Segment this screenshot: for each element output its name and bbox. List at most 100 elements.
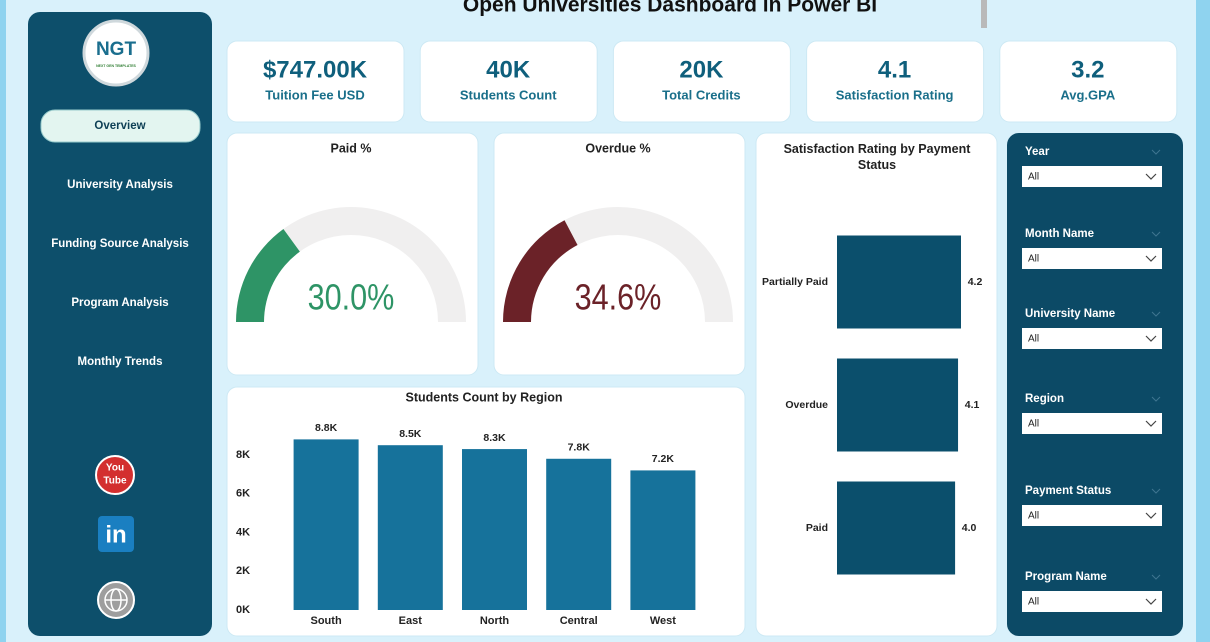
- bar-value-label: 7.2K: [652, 453, 675, 465]
- y-tick-label: Partially Paid: [762, 276, 828, 288]
- y-tick-label: 8K: [236, 449, 250, 461]
- filter-label: University Name: [1025, 308, 1115, 320]
- bar-value-label: 8.3K: [483, 432, 506, 444]
- filter-label: Region: [1025, 393, 1064, 405]
- bar: [837, 481, 956, 575]
- nav-item[interactable]: Funding Source Analysis: [51, 238, 189, 250]
- chart-title: Satisfaction Rating by Payment Status: [784, 142, 972, 172]
- youtube-text: Tube: [103, 476, 127, 487]
- filter-value: All: [1028, 419, 1039, 430]
- filter-clear-icon: [1151, 396, 1161, 402]
- nav-item[interactable]: University Analysis: [67, 179, 173, 191]
- gauge-value-arc: [236, 228, 300, 322]
- kpi-value: $747.00K: [263, 56, 368, 83]
- kpi-value: 40K: [486, 56, 531, 83]
- filter-label: Month Name: [1025, 228, 1094, 240]
- nav-active[interactable]: [40, 109, 201, 143]
- filter-dropdown[interactable]: [1022, 328, 1162, 349]
- chart-title: Paid %: [331, 141, 372, 155]
- kpi-label: Satisfaction Rating: [836, 87, 954, 102]
- kpi-card: [806, 40, 985, 123]
- dropdown-chevron: [1145, 598, 1157, 605]
- gauge-value-label: 34.6%: [575, 278, 662, 318]
- bar-value-label: 4.1: [965, 399, 980, 411]
- chart-title: Overdue %: [585, 141, 650, 155]
- youtube-icon[interactable]: [95, 455, 135, 495]
- title-divider: [981, 0, 987, 28]
- filter-dropdown[interactable]: [1022, 505, 1162, 526]
- kpi-label: Total Credits: [662, 87, 741, 102]
- bar: [837, 358, 959, 452]
- kpi-label: Tuition Fee USD: [265, 87, 364, 102]
- linkedin-icon[interactable]: [98, 516, 134, 552]
- y-tick-label: Paid: [806, 522, 828, 534]
- y-tick-label: Overdue: [785, 399, 828, 411]
- kpi-card: [226, 40, 405, 123]
- bar-value-label: 7.8K: [568, 442, 591, 454]
- filter-clear-icon: [1151, 311, 1161, 317]
- y-tick-label: 6K: [236, 488, 250, 500]
- bar-value-label: 8.8K: [315, 422, 338, 434]
- nav-item[interactable]: Monthly Trends: [78, 356, 163, 368]
- bar: [837, 235, 961, 329]
- filter-label: Payment Status: [1025, 485, 1111, 497]
- gauge-value-arc: [503, 220, 578, 322]
- x-tick-label: West: [650, 615, 676, 627]
- kpi-label: Avg.GPA: [1060, 87, 1116, 102]
- chart-title: Students Count by Region: [406, 390, 563, 404]
- filter-panel: [1007, 133, 1183, 636]
- x-tick-label: North: [480, 615, 510, 627]
- kpi-value: 3.2: [1071, 56, 1104, 83]
- nav-item[interactable]: Program Analysis: [71, 297, 168, 309]
- filter-dropdown[interactable]: [1022, 166, 1162, 187]
- dropdown-chevron: [1145, 173, 1157, 180]
- filter-value: All: [1028, 254, 1039, 265]
- bar-value-label: 4.0: [962, 522, 977, 534]
- y-tick-label: 4K: [236, 526, 250, 538]
- dropdown-chevron: [1145, 255, 1157, 262]
- y-tick-label: 0K: [236, 604, 250, 616]
- chart-card: [493, 132, 746, 376]
- logo-subtext: NEXT GEN TEMPLATES: [96, 64, 136, 68]
- filter-label: Year: [1025, 146, 1050, 158]
- filter-dropdown[interactable]: [1022, 591, 1162, 612]
- dropdown-chevron: [1145, 335, 1157, 342]
- filter-dropdown[interactable]: [1022, 413, 1162, 434]
- kpi-card: [999, 40, 1178, 123]
- dropdown-chevron: [1145, 512, 1157, 519]
- bar: [546, 458, 612, 610]
- bar: [293, 439, 359, 610]
- x-tick-label: South: [311, 615, 342, 627]
- kpi-card: [612, 40, 791, 123]
- kpi-label: Students Count: [460, 87, 557, 102]
- filter-dropdown[interactable]: [1022, 248, 1162, 269]
- x-tick-label: East: [399, 615, 423, 627]
- chart-card: [226, 132, 479, 376]
- bar-value-label: 8.5K: [399, 428, 422, 440]
- filter-clear-icon: [1151, 231, 1161, 237]
- bar: [462, 449, 527, 610]
- filter-value: All: [1028, 334, 1039, 345]
- kpi-value: 4.1: [878, 56, 911, 83]
- sidebar: [28, 12, 212, 636]
- bar: [377, 445, 443, 610]
- youtube-text: You: [106, 463, 124, 474]
- x-tick-label: Central: [560, 615, 598, 627]
- page-title: Open Universities Dashboard in Power BI: [463, 0, 877, 17]
- y-tick-label: 2K: [236, 565, 250, 577]
- nav-item[interactable]: Overview: [94, 120, 145, 132]
- kpi-card: [419, 40, 598, 123]
- logo-circle: [82, 19, 150, 87]
- gauge-track: [236, 207, 466, 322]
- bar-value-label: 4.2: [968, 276, 983, 288]
- gauge-value-label: 30.0%: [308, 278, 395, 318]
- dropdown-chevron: [1145, 420, 1157, 427]
- filter-value: All: [1028, 172, 1039, 183]
- filter-clear-icon: [1151, 149, 1161, 155]
- logo-text: NGT: [96, 39, 137, 60]
- kpi-value: 20K: [679, 56, 724, 83]
- filter-clear-icon: [1151, 574, 1161, 580]
- linkedin-text: in: [105, 521, 126, 548]
- filter-clear-icon: [1151, 488, 1161, 494]
